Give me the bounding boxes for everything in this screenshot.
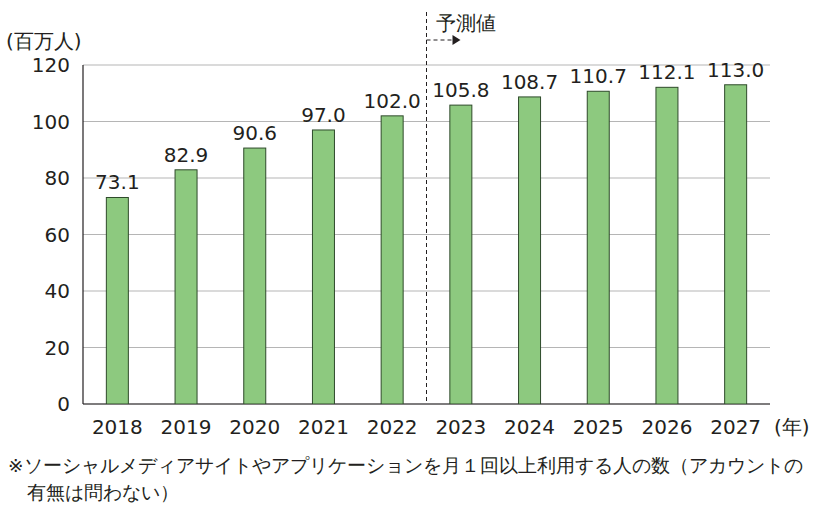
bar (381, 116, 403, 404)
x-tick-label: 2023 (435, 415, 486, 439)
data-label: 82.9 (164, 143, 209, 167)
y-axis-label: (百万人) (6, 29, 82, 53)
y-tick-label: 100 (32, 110, 70, 134)
data-label: 113.0 (707, 58, 764, 82)
bar (175, 170, 197, 404)
data-label: 108.7 (501, 70, 558, 94)
y-tick-label: 40 (45, 279, 70, 303)
data-label: 110.7 (570, 64, 627, 88)
data-label: 97.0 (301, 103, 346, 127)
x-tick-label: 2021 (298, 415, 349, 439)
x-tick-label: 2024 (504, 415, 555, 439)
x-tick-label: 2018 (92, 415, 143, 439)
data-label: 105.8 (432, 78, 489, 102)
bar (450, 105, 472, 404)
bar (244, 148, 266, 404)
forecast-label: 予測値 (436, 11, 496, 35)
x-tick-label: 2027 (710, 415, 761, 439)
bar (725, 85, 747, 404)
data-label: 112.1 (638, 60, 695, 84)
x-tick-label: 2026 (641, 415, 692, 439)
y-tick-label: 0 (57, 392, 70, 416)
bar (587, 91, 609, 404)
x-tick-label: 2022 (367, 415, 418, 439)
bar (106, 197, 128, 404)
data-label: 90.6 (232, 121, 277, 145)
y-tick-label: 120 (32, 53, 70, 77)
x-axis-label: (年) (774, 415, 810, 439)
y-axis (82, 65, 83, 404)
data-label: 102.0 (364, 89, 421, 113)
footnote: ※ソーシャルメディアサイトやアプリケーションを月１回以上利用する人の数（アカウン… (8, 452, 813, 506)
y-tick-label: 60 (45, 223, 70, 247)
y-tick-label: 80 (45, 166, 70, 190)
y-tick-label: 20 (45, 336, 70, 360)
x-tick-label: 2025 (573, 415, 624, 439)
bar (519, 97, 541, 404)
bar (656, 87, 678, 404)
forecast-divider (426, 12, 427, 404)
forecast-arrow (427, 40, 455, 41)
chart: 0 20 40 60 80 100 120 73.1 82.9 90.6 97.0 102.0 105.… (0, 0, 825, 513)
x-tick-label: 2020 (229, 415, 280, 439)
data-label: 73.1 (95, 170, 140, 194)
x-tick-label: 2019 (161, 415, 212, 439)
forecast-arrow-head (453, 35, 461, 45)
bar (312, 130, 334, 404)
